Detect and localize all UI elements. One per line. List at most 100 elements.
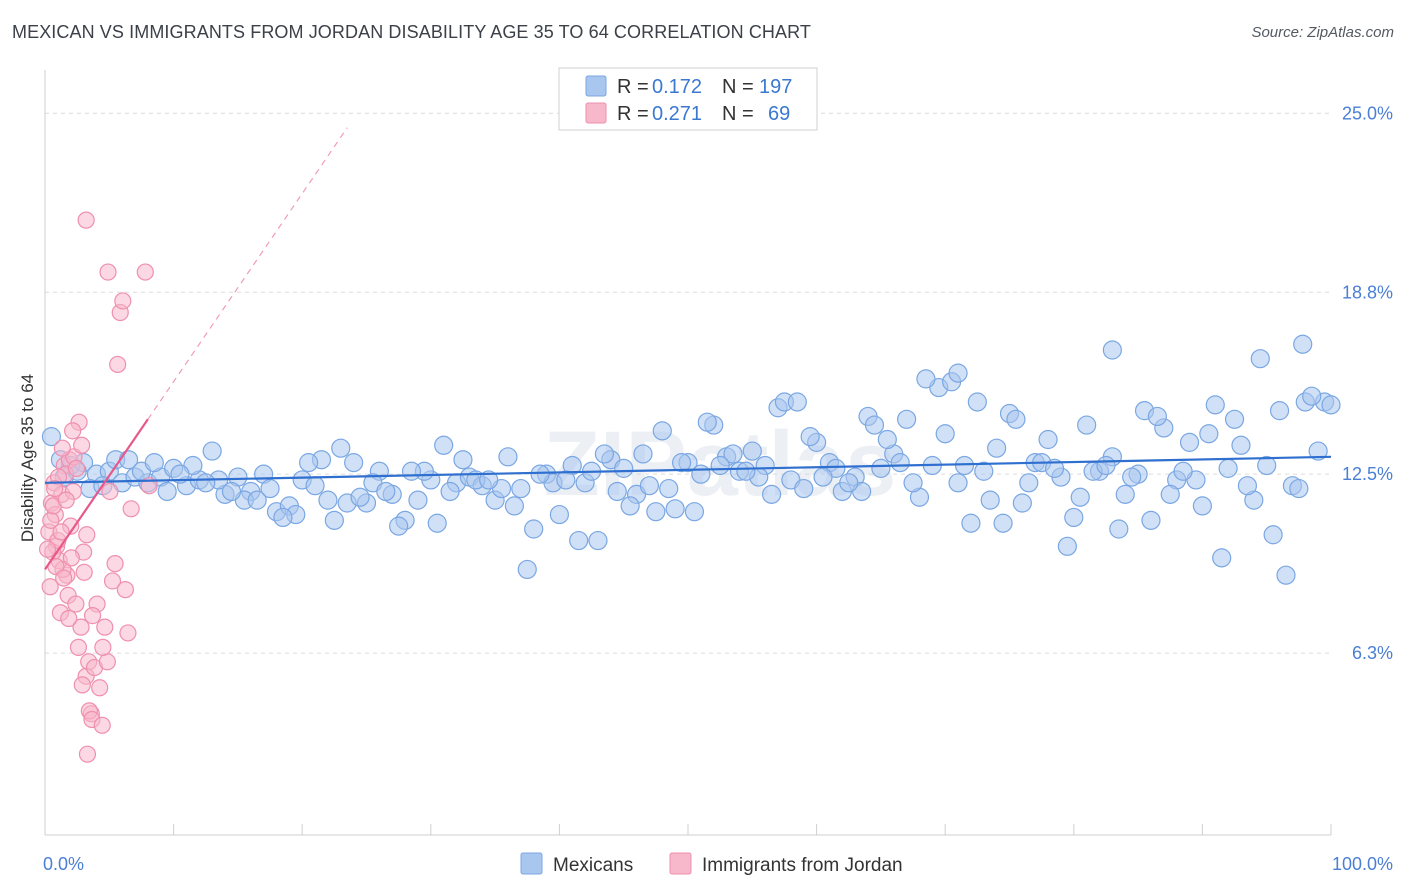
point-mexicans [736,461,756,481]
legend-n-label: N = [722,103,754,125]
axes [44,70,1332,836]
point-jordan [46,479,64,498]
gridlines [45,112,1331,654]
point-mexicans [299,453,319,473]
point-jordan [52,523,70,541]
point-mexicans [671,453,692,473]
point-jordan [41,578,59,596]
point-mexicans [498,447,518,467]
point-mexicans [1293,334,1313,354]
point-mexicans [427,513,447,533]
point-mexicans [980,490,1000,510]
bottom-legend: Mexicans Immigrants from Jordan [520,852,903,876]
point-mexicans [118,450,139,470]
point-mexicans [196,473,216,493]
point-mexicans [453,450,473,470]
point-jordan [119,624,137,642]
point-mexicans [620,496,640,516]
point-jordan [62,549,80,567]
point-jordan [69,638,88,656]
point-mexicans [1192,496,1213,516]
point-mexicans [903,473,923,493]
point-mexicans [1044,458,1065,478]
legend-n-value: 69 [768,103,790,125]
point-jordan [136,263,154,281]
point-mexicans [948,473,968,493]
point-mexicans [1218,458,1238,478]
point-mexicans [1199,424,1219,444]
point-mexicans [1109,519,1129,539]
point-mexicans [697,412,717,432]
point-mexicans [1289,478,1309,499]
point-mexicans [202,441,222,461]
trend-line-jordan-extension [147,127,348,420]
point-mexicans [877,429,897,450]
y-tick-label: 6.3% [1352,643,1393,663]
point-jordan [64,422,82,440]
point-mexicans [614,458,634,478]
point-mexicans [504,496,524,516]
point-mexicans [864,415,885,435]
point-jordan [67,595,85,613]
point-jordan [98,653,116,671]
x-tick-label: 0.0% [43,854,84,874]
point-mexicans [787,392,807,412]
bottom-legend-swatch-pink [669,852,692,875]
point-mexicans [935,424,955,444]
y-tick-labels: 6.3% 12.5% 18.8% 25.0% [1342,103,1393,663]
chart-title: MEXICAN VS IMMIGRANTS FROM JORDAN DISABI… [12,22,811,42]
point-mexicans [607,481,627,502]
point-jordan [55,569,73,587]
point-mexicans [742,441,762,461]
point-mexicans [1205,395,1225,415]
point-mexicans [1269,401,1290,421]
bottom-legend-label-mexicans: Mexicans [553,855,633,876]
point-jordan [73,676,91,694]
point-mexicans [318,490,338,510]
point-mexicans [247,490,267,510]
point-mexicans [897,409,917,429]
point-jordan [106,555,124,573]
legend-r-value: 0.172 [652,76,702,98]
point-mexicans [839,473,859,493]
point-mexicans [1064,507,1084,528]
point-mexicans [41,427,62,447]
point-mexicans [1122,467,1142,487]
point-jordan [83,607,102,625]
point-mexicans [376,481,396,502]
point-jordan [53,439,71,457]
bottom-legend-swatch-blue [520,852,543,875]
point-jordan [101,482,119,501]
point-mexicans [1141,510,1161,530]
point-mexicans [633,444,653,464]
point-mexicans [479,470,499,490]
point-mexicans [588,530,608,551]
point-jordan [91,679,109,697]
point-jordan [109,355,127,374]
point-mexicans [440,481,460,502]
point-mexicans [967,392,987,412]
point-jordan [78,526,96,544]
point-mexicans [530,464,550,484]
point-jordan [77,211,95,229]
point-mexicans [916,369,936,389]
point-mexicans [652,421,672,441]
point-mexicans [1302,386,1322,406]
point-jordan [72,618,90,636]
legend-row-mexicans: R = 0.172 N = 197 [585,75,792,98]
bottom-legend-label-jordan: Immigrants from Jordan [702,855,903,876]
point-mexicans [569,530,589,551]
point-mexicans [1057,536,1077,556]
point-mexicans [389,516,409,536]
point-jordan [38,540,57,558]
point-mexicans [1224,409,1245,429]
point-mexicans [324,510,344,530]
point-mexicans [1263,525,1283,545]
point-mexicans [344,453,364,473]
point-mexicans [710,455,730,476]
point-mexicans [305,476,325,496]
legend-n-value: 197 [759,76,792,98]
point-mexicans [1231,435,1251,455]
point-mexicans [800,427,820,447]
